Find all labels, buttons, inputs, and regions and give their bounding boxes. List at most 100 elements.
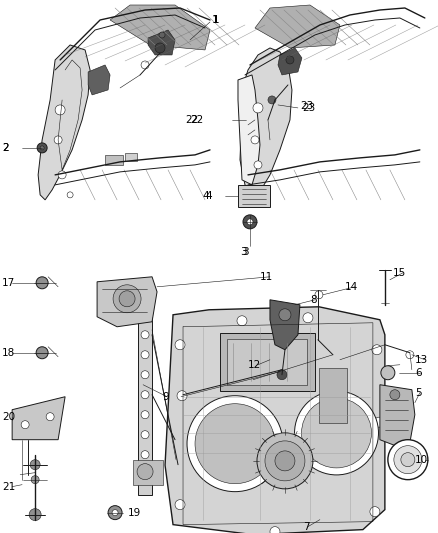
Circle shape — [374, 417, 384, 427]
Polygon shape — [88, 65, 110, 95]
Circle shape — [31, 475, 39, 483]
Bar — [319, 368, 347, 423]
Circle shape — [37, 143, 47, 153]
Text: 20: 20 — [2, 411, 15, 422]
Circle shape — [141, 411, 149, 419]
Bar — [227, 339, 307, 385]
Circle shape — [275, 451, 295, 471]
Circle shape — [237, 316, 247, 326]
Circle shape — [277, 370, 287, 379]
Bar — [220, 333, 315, 391]
Text: 4: 4 — [202, 191, 208, 201]
Circle shape — [119, 291, 135, 307]
Circle shape — [294, 391, 378, 475]
Polygon shape — [97, 277, 157, 327]
Text: 21: 21 — [2, 482, 15, 491]
Circle shape — [303, 313, 313, 323]
Circle shape — [254, 161, 262, 169]
Circle shape — [286, 56, 294, 64]
Circle shape — [141, 391, 149, 399]
Circle shape — [388, 440, 428, 480]
Text: 19: 19 — [128, 507, 141, 518]
Polygon shape — [148, 30, 175, 55]
Circle shape — [67, 192, 73, 198]
Circle shape — [401, 453, 415, 467]
Circle shape — [195, 403, 275, 483]
Text: 3: 3 — [242, 247, 249, 257]
Circle shape — [394, 446, 422, 474]
Circle shape — [390, 390, 400, 400]
Circle shape — [270, 527, 280, 533]
Text: 18: 18 — [2, 348, 15, 358]
Polygon shape — [240, 48, 292, 195]
Text: 23: 23 — [300, 101, 313, 111]
Text: 9: 9 — [162, 392, 169, 402]
Text: 23: 23 — [302, 103, 315, 113]
Text: 3: 3 — [240, 247, 247, 257]
Circle shape — [268, 96, 276, 104]
Circle shape — [175, 499, 185, 510]
Polygon shape — [380, 385, 415, 447]
Polygon shape — [270, 300, 300, 350]
Text: 8: 8 — [310, 295, 317, 305]
Circle shape — [113, 285, 141, 313]
Circle shape — [30, 459, 40, 470]
Circle shape — [108, 506, 122, 520]
Circle shape — [141, 431, 149, 439]
Circle shape — [265, 441, 305, 481]
Polygon shape — [238, 75, 260, 185]
Polygon shape — [278, 48, 302, 75]
Bar — [105, 155, 123, 165]
Text: 22: 22 — [190, 115, 203, 125]
Circle shape — [141, 471, 149, 479]
Circle shape — [175, 340, 185, 350]
Circle shape — [370, 507, 380, 516]
Polygon shape — [138, 317, 152, 495]
Circle shape — [247, 219, 253, 225]
Circle shape — [40, 146, 44, 150]
Circle shape — [301, 398, 371, 468]
Text: 1: 1 — [212, 15, 219, 25]
Text: 13: 13 — [415, 355, 428, 365]
Circle shape — [141, 371, 149, 379]
Circle shape — [137, 464, 153, 480]
Circle shape — [55, 105, 65, 115]
Circle shape — [279, 309, 291, 321]
Polygon shape — [38, 45, 90, 200]
Text: 1: 1 — [213, 15, 219, 25]
Circle shape — [159, 32, 165, 38]
Circle shape — [315, 291, 323, 299]
Text: 17: 17 — [2, 278, 15, 288]
Text: 12: 12 — [248, 360, 261, 370]
Polygon shape — [165, 307, 385, 533]
Circle shape — [177, 391, 187, 401]
Text: 15: 15 — [393, 268, 406, 278]
Bar — [133, 459, 163, 484]
Text: 7: 7 — [303, 522, 310, 531]
Circle shape — [187, 395, 283, 491]
Circle shape — [141, 61, 149, 69]
Circle shape — [112, 510, 118, 515]
Circle shape — [141, 451, 149, 459]
Polygon shape — [12, 397, 65, 440]
Text: 5: 5 — [415, 387, 421, 398]
Circle shape — [54, 136, 62, 144]
Circle shape — [141, 331, 149, 339]
Text: 2: 2 — [2, 143, 9, 153]
Circle shape — [257, 433, 313, 489]
Circle shape — [155, 43, 165, 53]
Polygon shape — [110, 5, 210, 50]
Circle shape — [381, 366, 395, 379]
Circle shape — [58, 171, 66, 179]
Text: 14: 14 — [345, 282, 358, 292]
Circle shape — [36, 277, 48, 289]
Circle shape — [253, 103, 263, 113]
Bar — [125, 153, 137, 161]
Text: 2: 2 — [2, 143, 9, 153]
Text: 11: 11 — [260, 272, 273, 282]
Circle shape — [251, 136, 259, 144]
Circle shape — [372, 345, 382, 355]
Text: 10: 10 — [415, 455, 428, 465]
Circle shape — [243, 215, 257, 229]
Text: 6: 6 — [415, 368, 421, 378]
